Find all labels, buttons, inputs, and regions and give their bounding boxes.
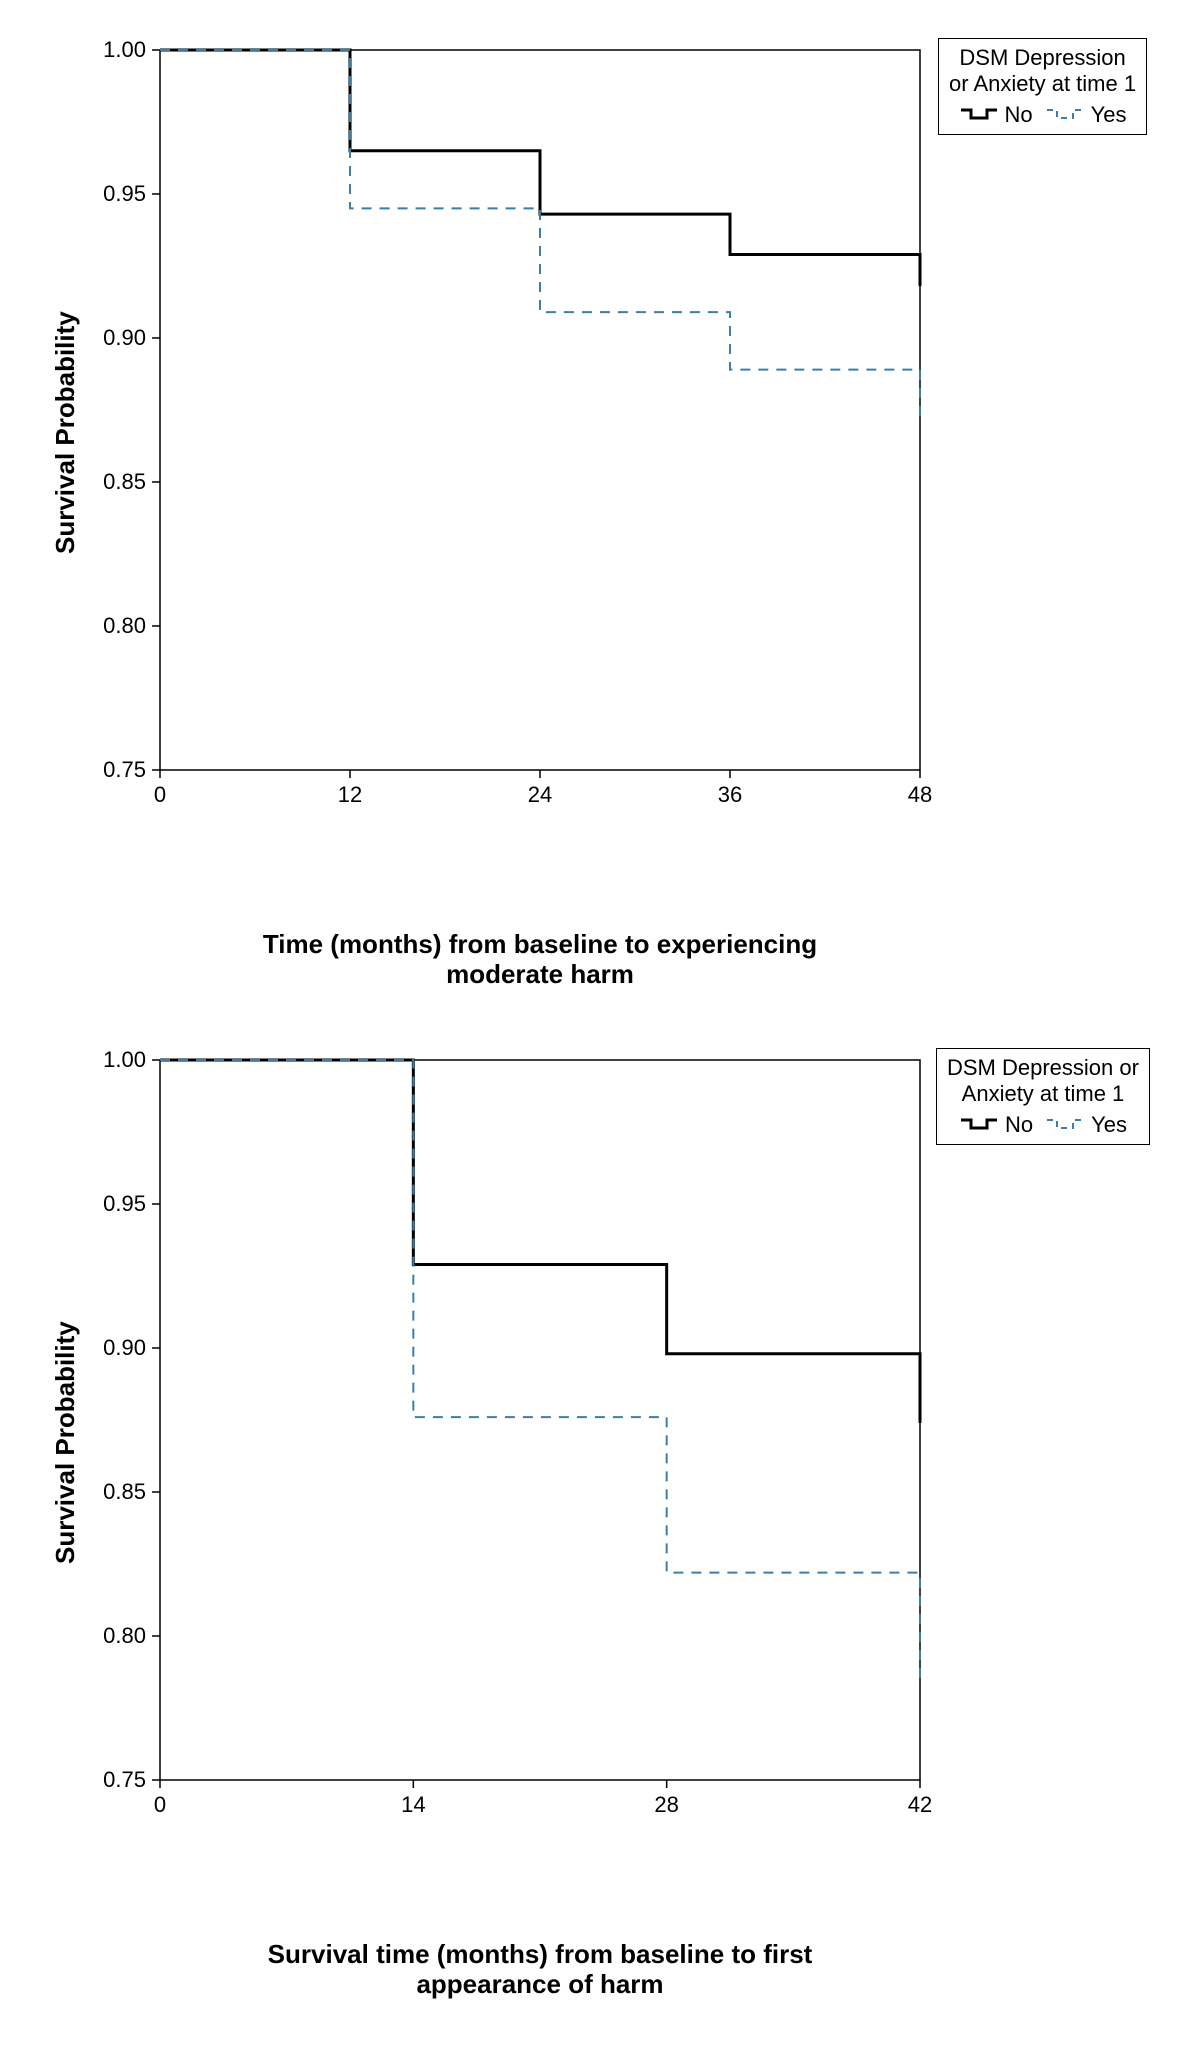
svg-text:42: 42	[908, 1792, 932, 1817]
legend-item: Yes	[1045, 102, 1127, 128]
svg-text:0: 0	[154, 782, 166, 807]
svg-text:0.95: 0.95	[103, 181, 146, 206]
legend-item: No	[959, 102, 1033, 128]
svg-text:1.00: 1.00	[103, 37, 146, 62]
chart-2-xlabel: Survival time (months) from baseline to …	[160, 1936, 920, 2000]
svg-text:0.75: 0.75	[103, 757, 146, 782]
chart-1-legend: DSM Depressionor Anxiety at time 1 No Yes	[938, 38, 1147, 135]
chart-1-ylabel: Survival Probability	[50, 311, 81, 554]
svg-text:14: 14	[401, 1792, 425, 1817]
svg-text:0.85: 0.85	[103, 469, 146, 494]
chart-2-svg: 0.75 0.80 0.85 0.90 0.95 1.00 0 14 28 42	[20, 1030, 1160, 1930]
svg-text:0.95: 0.95	[103, 1191, 146, 1216]
svg-text:28: 28	[654, 1792, 678, 1817]
svg-text:12: 12	[338, 782, 362, 807]
legend-title: DSM Depressionor Anxiety at time 1	[949, 45, 1136, 98]
svg-text:0.80: 0.80	[103, 613, 146, 638]
chart-2-legend: DSM Depression orAnxiety at time 1 No Yes	[936, 1048, 1150, 1145]
chart-1-xlabel: Time (months) from baseline to experienc…	[160, 926, 920, 990]
svg-text:0.85: 0.85	[103, 1479, 146, 1504]
svg-text:1.00: 1.00	[103, 1047, 146, 1072]
legend-item-label: No	[1005, 1112, 1033, 1138]
svg-text:24: 24	[528, 782, 552, 807]
chart-2-container: 0.75 0.80 0.85 0.90 0.95 1.00 0 14 28 42 DSM Depr…	[20, 1030, 1160, 2000]
legend-item: No	[959, 1112, 1033, 1138]
legend-item-label: Yes	[1091, 102, 1127, 128]
legend-item-label: Yes	[1091, 1112, 1127, 1138]
svg-text:0.75: 0.75	[103, 1767, 146, 1792]
legend-row: No Yes	[949, 102, 1136, 128]
svg-text:0.90: 0.90	[103, 1335, 146, 1360]
legend-item-label: No	[1005, 102, 1033, 128]
svg-text:36: 36	[718, 782, 742, 807]
chart-2-ylabel: Survival Probability	[50, 1321, 81, 1564]
legend-row: No Yes	[947, 1112, 1139, 1138]
chart-1-svg: 0.75 0.80 0.85 0.90 0.95 1.00 0 12 24 36 48	[20, 20, 1160, 920]
legend-title: DSM Depression orAnxiety at time 1	[947, 1055, 1139, 1108]
svg-text:0: 0	[154, 1792, 166, 1817]
svg-text:0.90: 0.90	[103, 325, 146, 350]
legend-item: Yes	[1045, 1112, 1127, 1138]
svg-text:0.80: 0.80	[103, 1623, 146, 1648]
chart-1-container: 0.75 0.80 0.85 0.90 0.95 1.00 0 12 24 36 48 DSM De…	[20, 20, 1160, 990]
svg-text:48: 48	[908, 782, 932, 807]
